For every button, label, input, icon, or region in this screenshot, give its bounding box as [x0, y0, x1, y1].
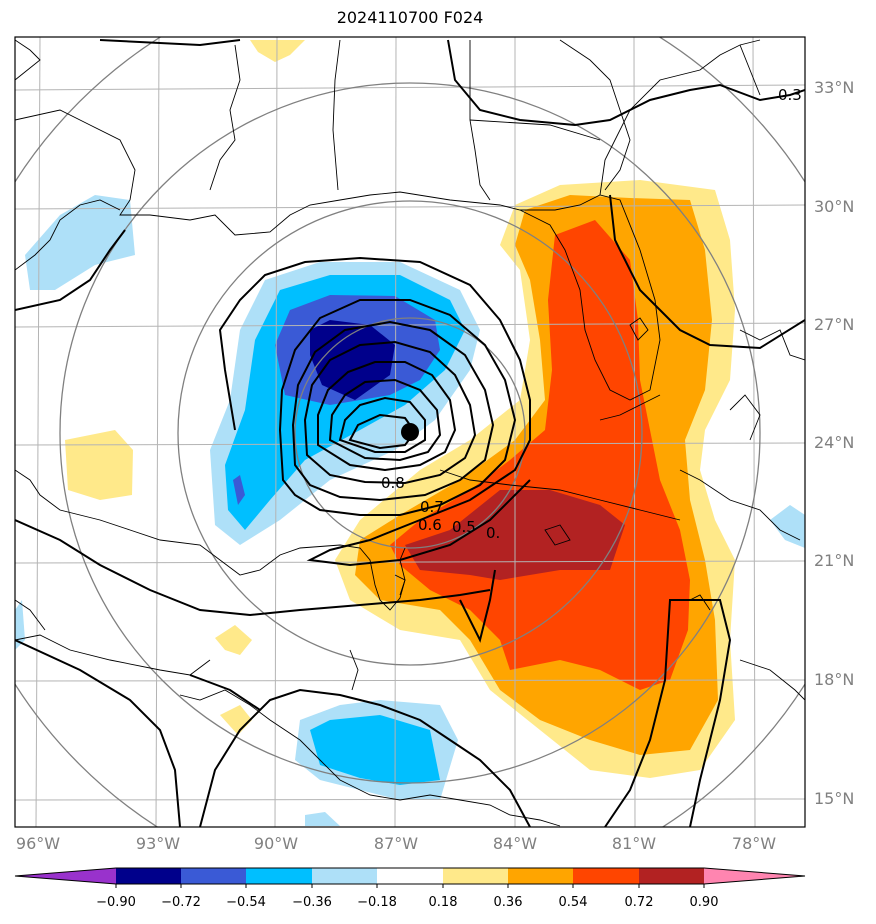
colorbar-tick: −0.90	[96, 895, 136, 910]
lon-label: 93°W	[135, 834, 181, 853]
contour-label: 0.7	[420, 498, 444, 516]
colorbar-tick: 0.54	[558, 895, 588, 910]
thick-contours	[15, 39, 805, 827]
lat-label: 30°N	[814, 197, 855, 216]
storm-center-marker	[401, 423, 419, 441]
lon-label: 87°W	[373, 834, 419, 853]
colorbar-tick: −0.18	[357, 895, 397, 910]
contour-label: 0.	[486, 524, 500, 542]
colorbar-tick: −0.54	[226, 895, 266, 910]
lat-label: 24°N	[814, 433, 855, 452]
lat-label: 15°N	[814, 789, 855, 808]
shaded-field-positive	[65, 40, 735, 778]
colorbar-tick: 0.18	[428, 895, 458, 910]
colorbar-tick: −0.72	[161, 895, 201, 910]
colorbar	[14, 867, 806, 888]
range-rings	[15, 37, 805, 827]
lat-label: 18°N	[814, 670, 855, 689]
contour-label: 0.3	[778, 86, 802, 104]
colorbar-tick: 0.90	[689, 895, 719, 910]
lon-label: 96°W	[15, 834, 61, 853]
contour-label: 0.6	[418, 516, 442, 534]
contour-label: 0.5	[452, 518, 476, 536]
lon-label: 90°W	[253, 834, 299, 853]
colorbar-tick: 0.72	[624, 895, 654, 910]
coastlines	[15, 39, 805, 827]
lat-label: 21°N	[814, 551, 855, 570]
colorbar-tick: −0.36	[292, 895, 332, 910]
map-frame	[14, 36, 806, 828]
lat-label: 33°N	[814, 78, 855, 97]
colorbar-tick: 0.36	[493, 895, 523, 910]
lat-label: 27°N	[814, 315, 855, 334]
lon-label: 84°W	[492, 834, 538, 853]
lon-label: 81°W	[611, 834, 657, 853]
map-title: 2024110700 F024	[336, 8, 484, 27]
shaded-field-negative	[15, 195, 805, 826]
contour-label: 0.8	[381, 474, 405, 492]
lon-label: 78°W	[731, 834, 777, 853]
